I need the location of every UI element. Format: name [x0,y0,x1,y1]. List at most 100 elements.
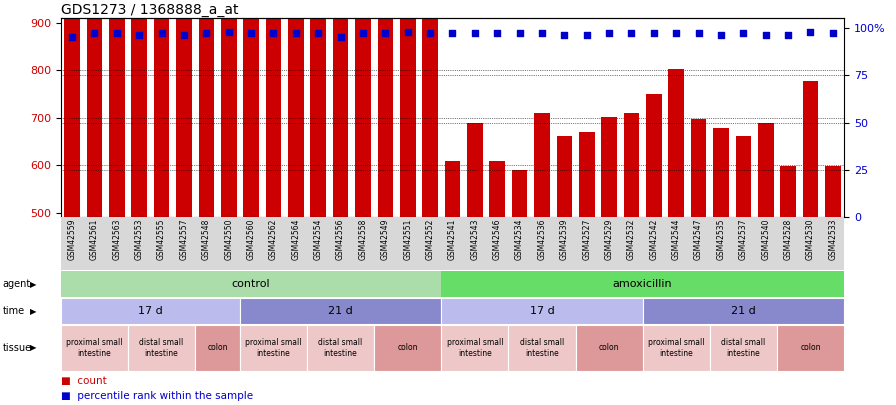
Bar [691,119,706,217]
Bar [154,0,169,217]
Text: 17 d: 17 d [138,306,163,316]
Bar [579,132,595,217]
Bar [512,170,528,217]
Point [647,30,661,36]
Bar [575,325,642,371]
Point [87,30,101,36]
Point [826,30,840,36]
Text: GSM42542: GSM42542 [650,219,659,260]
Text: GSM42546: GSM42546 [493,219,502,260]
Bar [467,123,483,217]
Text: proximal small
intestine: proximal small intestine [66,338,123,358]
Text: colon: colon [398,343,418,352]
Bar [288,0,304,217]
Text: distal small
intestine: distal small intestine [318,338,363,358]
Text: GSM42551: GSM42551 [403,219,412,260]
Bar [177,0,192,217]
Point [580,32,594,38]
Bar [400,0,416,217]
Text: ■  percentile rank within the sample: ■ percentile rank within the sample [61,391,253,401]
Point [221,28,236,35]
Point [333,34,348,40]
Text: GSM42563: GSM42563 [112,219,121,260]
Text: control: control [232,279,271,289]
Bar [668,70,684,217]
Text: ▶: ▶ [30,307,36,316]
Text: GSM42562: GSM42562 [269,219,278,260]
Text: tissue: tissue [3,343,32,353]
Bar [375,325,442,371]
Bar [87,0,102,217]
Point [625,30,639,36]
Text: GSM42550: GSM42550 [224,219,233,260]
Bar [332,0,349,217]
Text: GSM42532: GSM42532 [627,219,636,260]
Bar [803,81,818,217]
Point [401,28,415,35]
Point [714,32,728,38]
Bar [61,271,442,297]
Bar [109,0,125,217]
Point [423,30,437,36]
Text: agent: agent [3,279,31,289]
Point [468,30,482,36]
Point [804,28,818,35]
Text: GSM42535: GSM42535 [717,219,726,260]
Bar [265,0,281,217]
Text: GSM42561: GSM42561 [90,219,99,260]
Text: GSM42544: GSM42544 [672,219,681,260]
Bar [736,136,751,217]
Bar [355,0,371,217]
Text: ■  count: ■ count [61,376,107,386]
Bar [244,0,259,217]
Text: GSM42543: GSM42543 [470,219,479,260]
Bar [195,325,240,371]
Bar [61,298,240,324]
Point [356,30,370,36]
Bar [377,0,393,217]
Text: GSM42549: GSM42549 [381,219,390,260]
Text: 21 d: 21 d [328,306,353,316]
Text: time: time [3,306,25,316]
Text: 21 d: 21 d [731,306,755,316]
Text: GSM42537: GSM42537 [739,219,748,260]
Bar [199,0,214,217]
Bar [624,113,640,217]
Point [781,32,796,38]
Point [737,30,751,36]
Text: GSM42559: GSM42559 [67,219,77,260]
Bar [442,298,642,324]
Point [154,30,168,36]
Bar [825,166,840,217]
Bar [758,123,773,217]
Text: GSM42533: GSM42533 [828,219,838,260]
Bar [240,325,307,371]
Text: ▶: ▶ [30,279,36,289]
Point [692,30,706,36]
Text: GSM42534: GSM42534 [515,219,524,260]
Bar [65,0,80,217]
Text: colon: colon [800,343,821,352]
Text: distal small
intestine: distal small intestine [520,338,564,358]
Point [602,30,616,36]
Text: ▶: ▶ [30,343,36,352]
Text: GSM42536: GSM42536 [538,219,547,260]
Bar [646,94,661,217]
Bar [713,128,728,217]
Text: GSM42541: GSM42541 [448,219,457,260]
Text: GSM42548: GSM42548 [202,219,211,260]
Bar [422,0,438,217]
Point [378,30,392,36]
Text: colon: colon [207,343,228,352]
Text: amoxicillin: amoxicillin [613,279,673,289]
Point [669,30,684,36]
Bar [489,160,505,217]
Point [535,30,549,36]
Bar [221,0,237,217]
Point [132,32,146,38]
Bar [442,325,508,371]
Text: GSM42564: GSM42564 [291,219,300,260]
Text: 17 d: 17 d [530,306,555,316]
Text: GSM42539: GSM42539 [560,219,569,260]
Text: GSM42554: GSM42554 [314,219,323,260]
